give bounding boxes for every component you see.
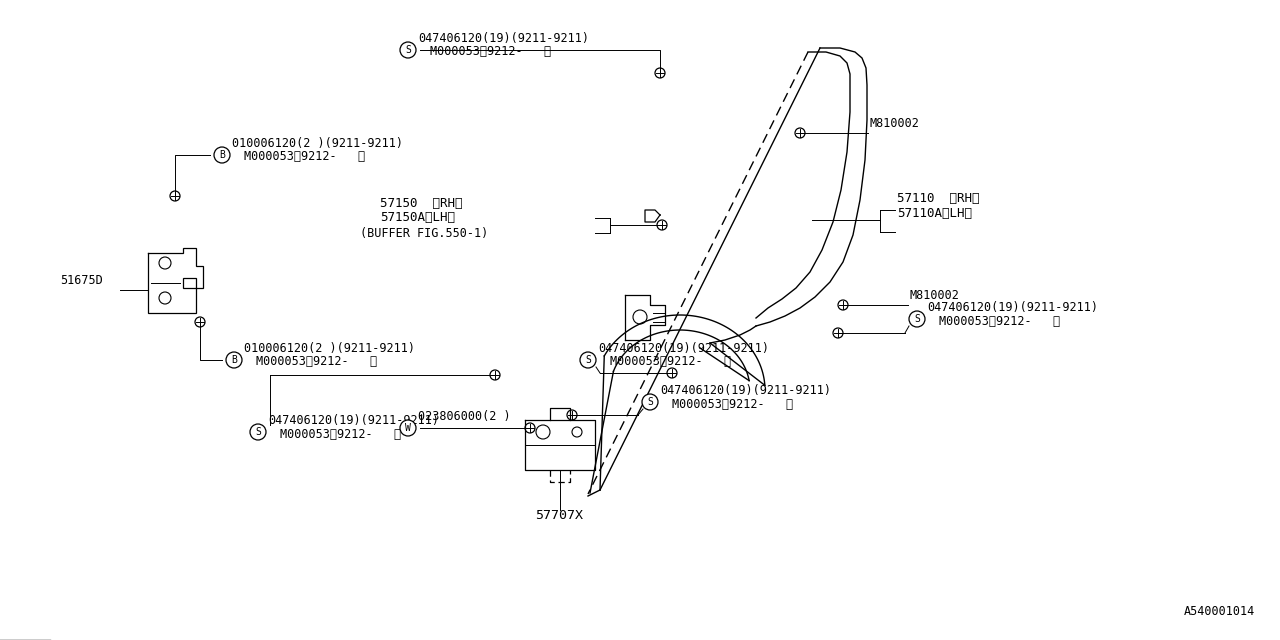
Text: M000053〲9212-   〳: M000053〲9212- 〳 (940, 315, 1060, 328)
Text: 57110A〈LH〉: 57110A〈LH〉 (897, 207, 972, 220)
Text: 010006120(2 )(9211-9211): 010006120(2 )(9211-9211) (244, 342, 415, 355)
Text: S: S (648, 397, 653, 407)
Text: 57150  〈RH〉: 57150 〈RH〉 (380, 197, 462, 210)
Text: A540001014: A540001014 (1184, 605, 1254, 618)
Text: M000053〲9212-   〳: M000053〲9212- 〳 (611, 355, 731, 368)
Circle shape (227, 352, 242, 368)
Text: W: W (404, 423, 411, 433)
Circle shape (909, 311, 925, 327)
Text: 51675D: 51675D (60, 274, 102, 287)
Text: 047406120(19)(9211-9211): 047406120(19)(9211-9211) (598, 342, 769, 355)
Text: M810002: M810002 (910, 289, 960, 302)
Text: 047406120(19)(9211-9211): 047406120(19)(9211-9211) (927, 301, 1098, 314)
Circle shape (250, 424, 266, 440)
Text: M000053〲9212-   〳: M000053〲9212- 〳 (280, 428, 401, 441)
Circle shape (214, 147, 230, 163)
Text: M000053〲9212-   〳: M000053〲9212- 〳 (672, 398, 794, 411)
Circle shape (399, 42, 416, 58)
Text: S: S (404, 45, 411, 55)
Text: M000053〲9212-   〳: M000053〲9212- 〳 (244, 150, 365, 163)
Text: B: B (232, 355, 237, 365)
Text: M810002: M810002 (870, 117, 920, 130)
Text: M000053〲9212-   〳: M000053〲9212- 〳 (430, 45, 552, 58)
Text: S: S (255, 427, 261, 437)
Text: 57150A〈LH〉: 57150A〈LH〉 (380, 211, 454, 224)
Circle shape (580, 352, 596, 368)
Text: 023806000(2 ): 023806000(2 ) (419, 410, 511, 423)
Circle shape (399, 420, 416, 436)
Text: 047406120(19)(9211-9211): 047406120(19)(9211-9211) (268, 414, 439, 427)
Text: 047406120(19)(9211-9211): 047406120(19)(9211-9211) (660, 384, 831, 397)
Circle shape (643, 394, 658, 410)
Text: (BUFFER FIG.550-1): (BUFFER FIG.550-1) (360, 227, 488, 240)
Text: 57707X: 57707X (535, 509, 582, 522)
Text: 047406120(19)(9211-9211): 047406120(19)(9211-9211) (419, 32, 589, 45)
Text: 010006120(2 )(9211-9211): 010006120(2 )(9211-9211) (232, 137, 403, 150)
Text: B: B (219, 150, 225, 160)
Text: S: S (585, 355, 591, 365)
Text: S: S (914, 314, 920, 324)
Text: 57110  〈RH〉: 57110 〈RH〉 (897, 192, 979, 205)
Text: M000053〲9212-   〳: M000053〲9212- 〳 (256, 355, 378, 368)
